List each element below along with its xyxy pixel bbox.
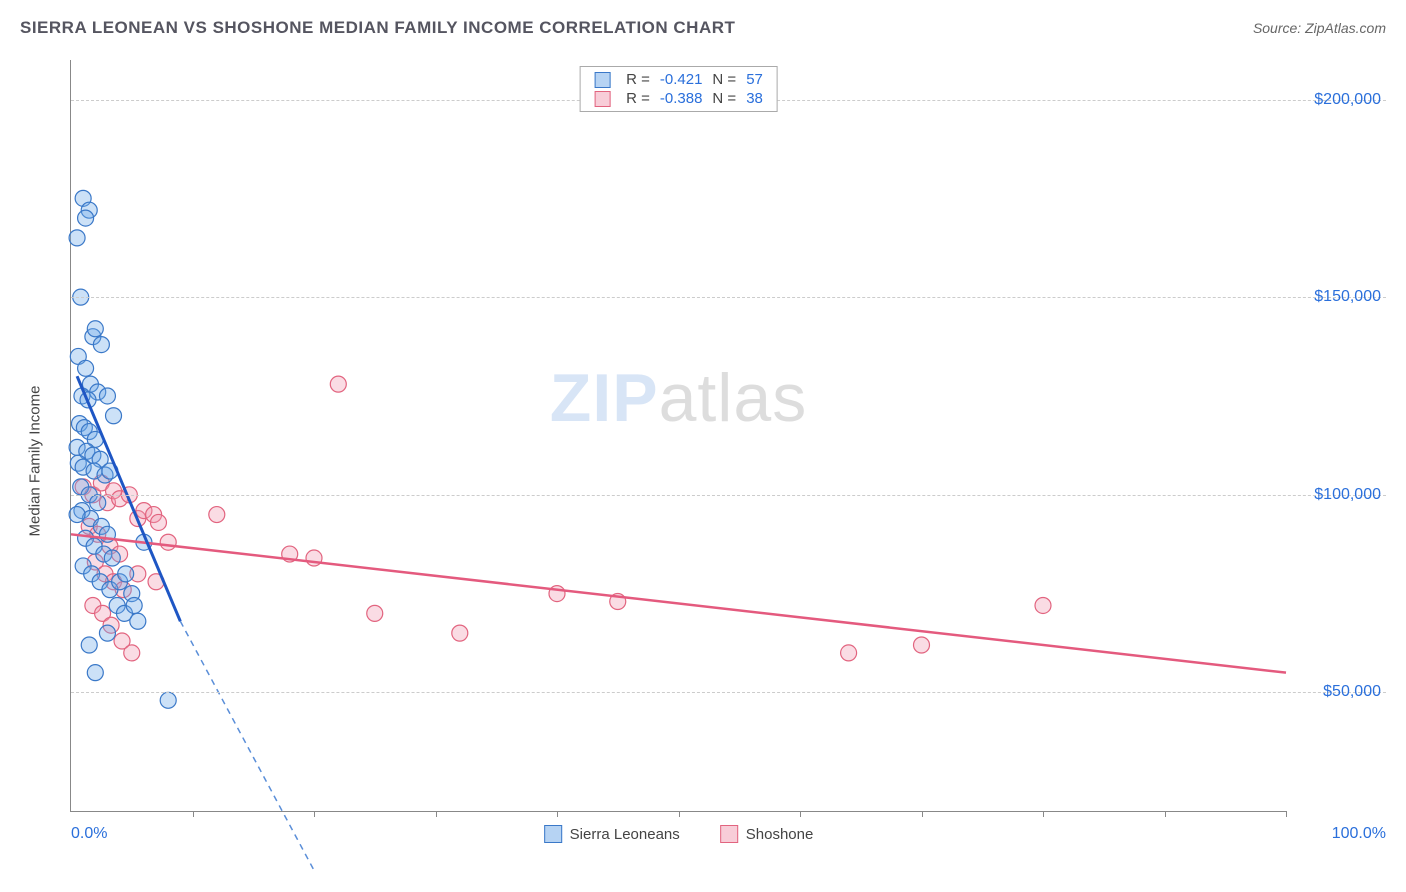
stats-n-label-2: N = — [712, 90, 736, 107]
data-point — [367, 605, 383, 621]
chart-source: Source: ZipAtlas.com — [1253, 20, 1386, 36]
data-point — [209, 507, 225, 523]
data-point — [99, 388, 115, 404]
x-tick — [314, 811, 315, 817]
data-point — [90, 495, 106, 511]
x-tick — [1043, 811, 1044, 817]
data-point — [118, 566, 134, 582]
data-point — [126, 597, 142, 613]
data-point — [124, 645, 140, 661]
y-tick-label: $200,000 — [1314, 91, 1381, 109]
data-point — [99, 625, 115, 641]
data-point — [78, 210, 94, 226]
data-point — [452, 625, 468, 641]
data-point — [78, 360, 94, 376]
data-point — [841, 645, 857, 661]
stats-n-value-2: 38 — [746, 90, 763, 107]
data-point — [69, 507, 85, 523]
stats-r-value-1: -0.421 — [660, 71, 703, 88]
x-tick — [679, 811, 680, 817]
legend-swatch-1 — [544, 825, 562, 843]
y-tick-label: $150,000 — [1314, 288, 1381, 306]
legend-item-2: Shoshone — [720, 825, 814, 843]
gridline — [71, 297, 1386, 298]
x-tick — [1165, 811, 1166, 817]
data-point — [104, 550, 120, 566]
plot-area: ZIPatlas R = -0.421 N = 57 R = -0.388 N … — [70, 60, 1286, 812]
legend-label-1: Sierra Leoneans — [570, 826, 680, 843]
data-point — [130, 613, 146, 629]
trend-line — [71, 534, 1286, 672]
trend-line — [180, 621, 314, 870]
x-tick — [922, 811, 923, 817]
x-axis-max-label: 100.0% — [1332, 825, 1386, 843]
y-tick-label: $100,000 — [1314, 486, 1381, 504]
stats-swatch-2 — [594, 91, 610, 107]
data-point — [914, 637, 930, 653]
data-point — [1035, 597, 1051, 613]
data-point — [87, 321, 103, 337]
x-tick — [436, 811, 437, 817]
stats-r-label-2: R = — [626, 90, 650, 107]
data-point — [87, 665, 103, 681]
legend-item-1: Sierra Leoneans — [544, 825, 680, 843]
y-tick-label: $50,000 — [1323, 683, 1381, 701]
data-point — [160, 534, 176, 550]
stats-legend-box: R = -0.421 N = 57 R = -0.388 N = 38 — [579, 66, 778, 112]
data-point — [69, 230, 85, 246]
y-axis-label: Median Family Income — [27, 386, 44, 537]
legend-swatch-2 — [720, 825, 738, 843]
scatter-svg — [71, 60, 1286, 811]
data-point — [106, 408, 122, 424]
data-point — [81, 637, 97, 653]
x-tick — [193, 811, 194, 817]
stats-n-label-1: N = — [712, 71, 736, 88]
data-point — [160, 692, 176, 708]
x-tick — [1286, 811, 1287, 817]
data-point — [330, 376, 346, 392]
chart-container: Median Family Income ZIPatlas R = -0.421… — [20, 50, 1386, 872]
stats-r-value-2: -0.388 — [660, 90, 703, 107]
gridline — [71, 495, 1386, 496]
legend-bottom: Sierra Leoneans Shoshone — [544, 825, 814, 843]
stats-n-value-1: 57 — [746, 71, 763, 88]
data-point — [150, 514, 166, 530]
x-axis-min-label: 0.0% — [71, 825, 107, 843]
stats-swatch-1 — [594, 72, 610, 88]
legend-label-2: Shoshone — [746, 826, 814, 843]
gridline — [71, 692, 1386, 693]
stats-r-label-1: R = — [626, 71, 650, 88]
x-tick — [800, 811, 801, 817]
x-tick — [557, 811, 558, 817]
chart-title: SIERRA LEONEAN VS SHOSHONE MEDIAN FAMILY… — [20, 18, 735, 38]
data-point — [93, 337, 109, 353]
